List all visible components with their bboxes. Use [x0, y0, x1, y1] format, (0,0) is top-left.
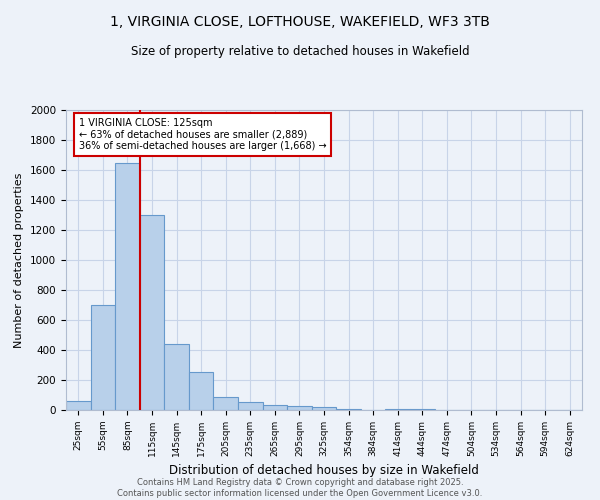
Bar	[164, 344, 189, 410]
Bar	[140, 215, 164, 410]
Bar	[66, 401, 91, 410]
Text: 1 VIRGINIA CLOSE: 125sqm
← 63% of detached houses are smaller (2,889)
36% of sem: 1 VIRGINIA CLOSE: 125sqm ← 63% of detach…	[79, 118, 326, 150]
Bar	[91, 305, 115, 410]
Bar	[214, 396, 238, 410]
Bar	[287, 406, 312, 410]
Bar	[238, 402, 263, 410]
Bar	[410, 408, 434, 410]
Y-axis label: Number of detached properties: Number of detached properties	[14, 172, 25, 348]
Bar	[189, 372, 214, 410]
Bar	[115, 162, 140, 410]
X-axis label: Distribution of detached houses by size in Wakefield: Distribution of detached houses by size …	[169, 464, 479, 477]
Bar	[312, 407, 336, 410]
Text: 1, VIRGINIA CLOSE, LOFTHOUSE, WAKEFIELD, WF3 3TB: 1, VIRGINIA CLOSE, LOFTHOUSE, WAKEFIELD,…	[110, 15, 490, 29]
Bar	[336, 408, 361, 410]
Bar	[385, 408, 410, 410]
Text: Contains HM Land Registry data © Crown copyright and database right 2025.
Contai: Contains HM Land Registry data © Crown c…	[118, 478, 482, 498]
Text: Size of property relative to detached houses in Wakefield: Size of property relative to detached ho…	[131, 45, 469, 58]
Bar	[263, 405, 287, 410]
